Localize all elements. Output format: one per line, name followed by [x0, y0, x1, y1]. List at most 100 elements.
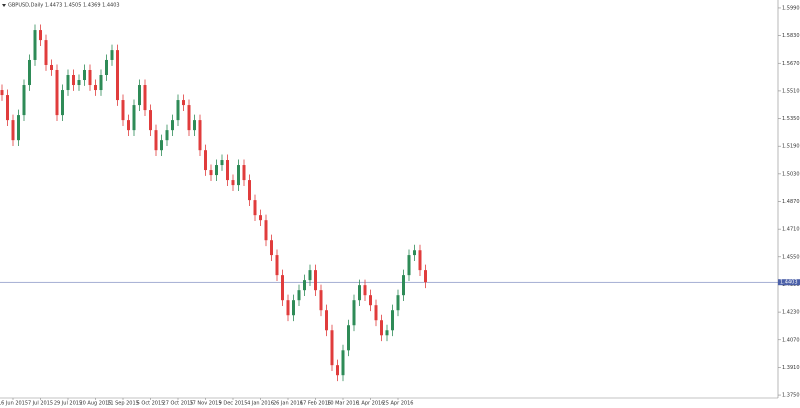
- x-tick-label: 16 Jun 2015: [0, 401, 28, 407]
- candle-body: [209, 170, 213, 176]
- y-tick-label: 1.5350: [782, 116, 800, 122]
- candle-body: [226, 160, 229, 181]
- candle-body: [94, 85, 97, 91]
- candle-body: [330, 330, 334, 366]
- candle-body: [132, 105, 136, 131]
- candle-body: [303, 280, 306, 291]
- candle-body: [121, 100, 125, 121]
- candle-body: [193, 120, 196, 131]
- candle-body: [165, 130, 169, 141]
- candle-body: [231, 180, 235, 186]
- chart-title: GBPUSD,Daily 1.4473 1.4505 1.4369 1.4403: [8, 3, 120, 9]
- candle-body: [418, 250, 422, 271]
- candle-body: [341, 350, 345, 376]
- y-tick-label: 1.5990: [782, 5, 800, 11]
- y-tick-label: 1.4070: [782, 337, 800, 343]
- x-tick-label: 17 Nov 2015: [189, 401, 221, 407]
- candle-body: [264, 220, 268, 241]
- x-tick-label: 20 Aug 2015: [79, 401, 111, 407]
- candle-body: [176, 100, 180, 121]
- x-tick-label: 27 Oct 2015: [163, 401, 194, 407]
- candle-body: [286, 300, 290, 316]
- candle-body: [308, 270, 312, 281]
- x-tick-label: 5 Oct 2015: [137, 401, 165, 407]
- candle-body: [143, 85, 147, 111]
- candle-body: [154, 130, 158, 151]
- candle-body: [220, 160, 224, 166]
- candle-body: [259, 215, 262, 221]
- x-tick-label: 17 Feb 2016: [300, 401, 331, 407]
- y-tick-label: 1.3910: [782, 365, 800, 371]
- candle-body: [28, 59, 31, 86]
- candle-body: [237, 165, 240, 186]
- x-tick-label: 11 Sep 2015: [107, 401, 139, 407]
- candle-body: [33, 30, 37, 60]
- candle-body: [17, 115, 20, 141]
- x-tick-label: 26 Jan 2016: [273, 401, 303, 407]
- candle-body: [110, 50, 114, 60]
- y-tick-label: 1.4230: [782, 310, 800, 316]
- candle-body: [253, 200, 257, 216]
- candle-body: [352, 300, 356, 326]
- candle-body: [391, 310, 394, 331]
- y-tick-label: 1.5830: [782, 33, 800, 39]
- y-tick-label: 1.5510: [782, 88, 800, 94]
- x-tick-label: 10 Mar 2016: [327, 401, 359, 407]
- candle-body: [0, 90, 4, 96]
- candle-body: [171, 120, 174, 131]
- candle-body: [72, 75, 75, 86]
- y-tick-label: 1.4550: [782, 254, 800, 260]
- candle-body: [314, 270, 317, 291]
- candle-body: [83, 69, 86, 81]
- candle-body: [380, 320, 383, 336]
- candle-body: [325, 310, 328, 331]
- y-tick-label: 1.4870: [782, 199, 800, 205]
- candle-body: [44, 40, 48, 65]
- candle-body: [77, 80, 81, 86]
- candle-body: [292, 300, 295, 316]
- y-tick-label: 1.4710: [782, 227, 800, 233]
- candle-body: [198, 120, 202, 151]
- candle-body: [248, 180, 251, 201]
- candle-body: [424, 270, 427, 283]
- candle-body: [22, 85, 26, 116]
- candle-body: [242, 165, 246, 181]
- candle-body: [369, 295, 372, 306]
- candle-body: [105, 59, 108, 76]
- x-tick-label: 7 Jul 2015: [28, 401, 53, 407]
- y-tick-label: 1.5030: [782, 171, 800, 177]
- x-tick-label: 4 Jan 2016: [247, 401, 274, 407]
- candle-body: [336, 365, 339, 376]
- candle-body: [347, 325, 350, 351]
- candle-body: [407, 255, 411, 276]
- candle-body: [160, 140, 163, 151]
- x-tick-label: 1 Apr 2016: [357, 401, 385, 407]
- candle-body: [374, 305, 378, 321]
- current-price-label: 1.4403: [780, 280, 798, 286]
- candle-body: [61, 90, 64, 116]
- candle-body: [363, 285, 367, 296]
- y-tick-label: 1.5670: [782, 61, 800, 67]
- candle-body: [50, 64, 53, 70]
- candle-body: [11, 120, 15, 141]
- candle-body: [297, 290, 301, 301]
- x-tick-label: 9 Dec 2015: [219, 401, 248, 407]
- candle-body: [187, 105, 191, 131]
- y-tick-label: 1.5190: [782, 144, 800, 150]
- candle-body: [204, 150, 207, 171]
- candle-body: [270, 240, 273, 256]
- candle-body: [99, 75, 103, 91]
- candle-body: [319, 290, 323, 311]
- x-tick-label: 25 Apr 2016: [383, 401, 414, 407]
- candle-body: [182, 100, 185, 106]
- candle-body: [39, 30, 42, 41]
- candle-body: [402, 275, 405, 296]
- x-tick-label: 29 Jul 2015: [54, 401, 82, 407]
- candle-body: [55, 69, 59, 116]
- y-tick-label: 1.3750: [782, 393, 800, 399]
- candle-body: [138, 85, 141, 106]
- candle-body: [66, 75, 70, 91]
